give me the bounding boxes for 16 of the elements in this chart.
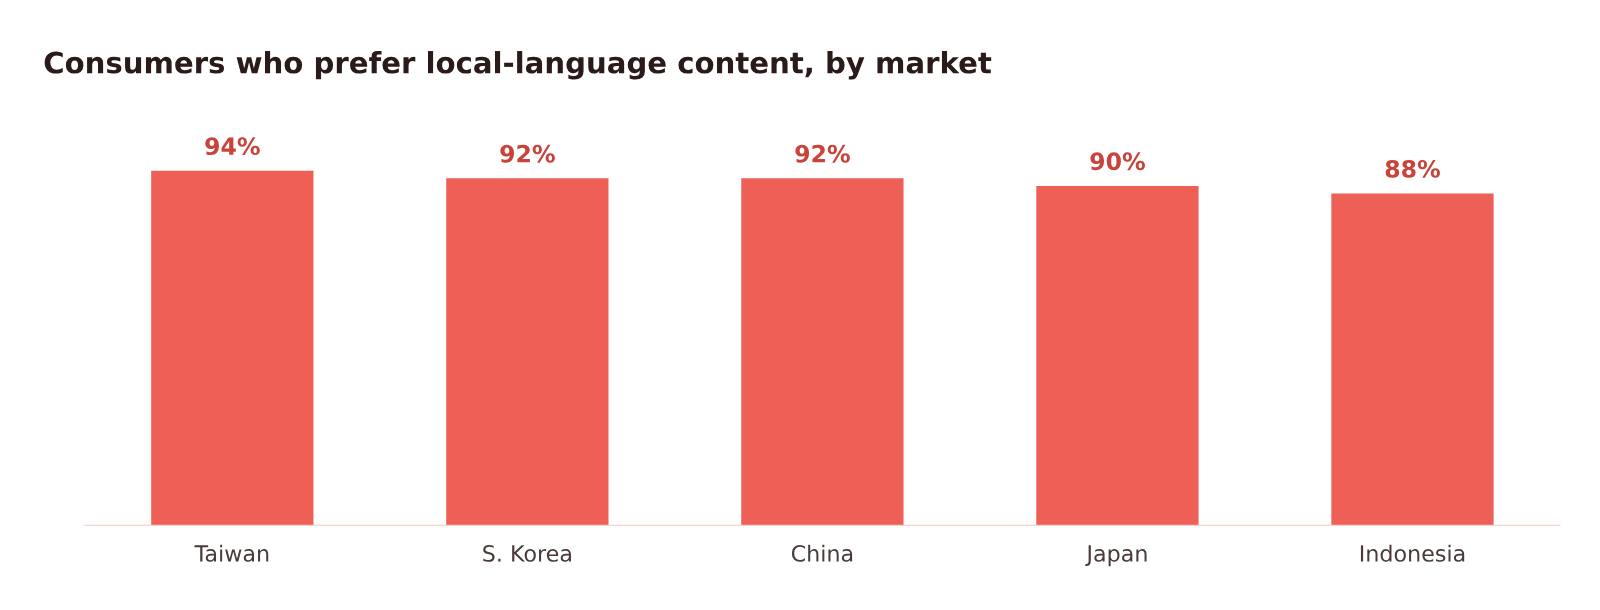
chart-title: Consumers who prefer local-language content, by market [44,51,992,80]
bar [151,170,314,526]
x-tick-label: China [791,544,853,562]
data-label: 88% [1385,159,1440,178]
x-tick-label: S. Korea [483,545,571,562]
x-tick-label: Japan [1085,545,1147,567]
data-label: 94% [205,137,260,156]
bar [741,178,904,526]
data-label: 90% [1090,152,1145,171]
data-label: 92% [795,144,850,163]
x-tick-label: Indonesia [1360,544,1465,562]
bar [1331,193,1494,526]
bar [446,178,609,526]
data-label: 92% [500,144,555,163]
x-tick-label: Taiwan [194,544,269,562]
bar [1036,185,1199,526]
